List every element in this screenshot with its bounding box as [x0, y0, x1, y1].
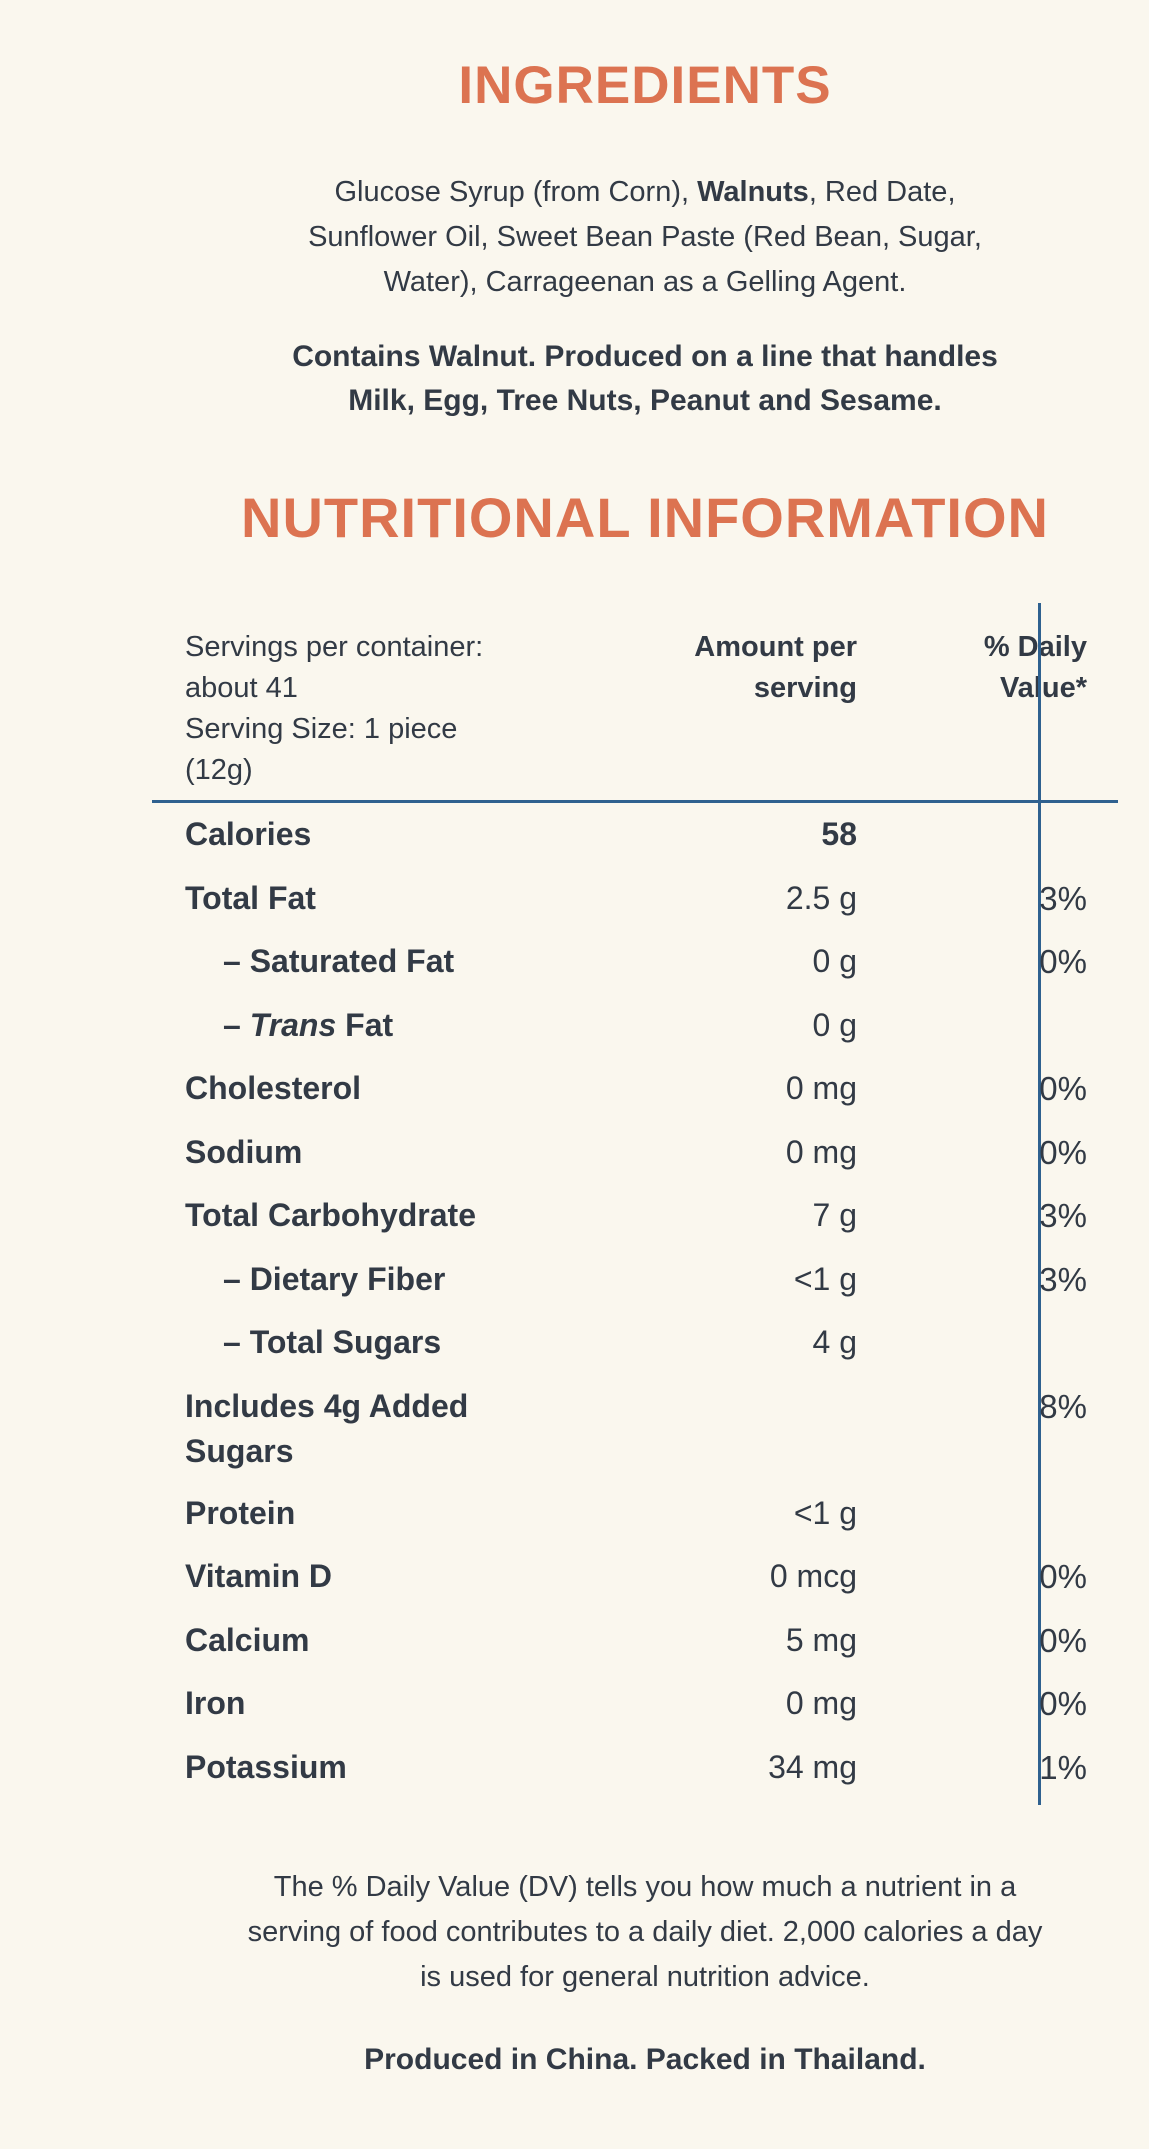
nutrient-row: Total Carbohydrate 7 g 3%	[152, 1184, 1118, 1248]
nutrient-daily-value: 0%	[1039, 1558, 1087, 1595]
table-top-divider	[152, 800, 1118, 803]
nutrient-row: – Trans Fat 0 g	[152, 994, 1118, 1058]
nutrient-label: Protein	[185, 1494, 296, 1531]
nutrient-label: – Trans Fat	[223, 1006, 394, 1043]
nutrient-daily-value: 0%	[1039, 1070, 1087, 1107]
nutrient-amount: <1 g	[793, 1494, 857, 1531]
nutrient-amount: 0 mg	[785, 1133, 857, 1170]
nutrient-daily-value: 1%	[1039, 1748, 1087, 1786]
nutrient-daily-value: 0%	[1039, 1685, 1087, 1722]
nutrient-row: Sodium 0 mg 0%	[152, 1121, 1118, 1185]
nutrient-daily-value: 0%	[1039, 943, 1087, 980]
nutrient-row: Iron 0 mg 0%	[152, 1672, 1118, 1736]
nutrition-table-body: Calories 58 Total Fat 2.5 g 3% – Saturat…	[152, 803, 1118, 1799]
ingredients-title: INGREDIENTS	[458, 56, 832, 115]
nutrient-label: Potassium	[185, 1748, 347, 1785]
nutrition-table: Servings per container: about 41 Serving S…	[152, 0, 1118, 2149]
origin-statement: Produced in China. Packed in Thailand.	[364, 2043, 926, 2076]
nutrient-amount: 5 mg	[785, 1621, 857, 1658]
nutrient-amount: 0 mcg	[769, 1558, 857, 1594]
nutrient-label: Sodium	[185, 1133, 303, 1170]
nutrient-label: – Total Sugars	[223, 1324, 442, 1360]
nutrient-daily-value: 3%	[1039, 879, 1087, 917]
nutrient-row: Calcium 5 mg 0%	[152, 1609, 1118, 1673]
nutrient-amount: 0 g	[812, 943, 857, 979]
amount-per-serving-header: Amount per serving	[694, 631, 857, 704]
nutrient-label: Total Carbohydrate	[185, 1197, 476, 1233]
nutrient-amount: 7 g	[812, 1197, 857, 1233]
nutrient-label: – Dietary Fiber	[223, 1260, 446, 1297]
nutrition-title: NUTRITIONAL INFORMATION	[241, 486, 1049, 549]
daily-value-footnote: The % Daily Value (DV) tells you how muc…	[247, 1871, 1043, 1993]
nutrient-label: Iron	[185, 1685, 246, 1721]
serving-info: Servings per container: about 41 Serving S…	[185, 631, 484, 786]
nutrient-amount: 0 g	[812, 1006, 857, 1043]
nutrient-row: Potassium 34 mg 1%	[152, 1736, 1118, 1800]
nutrient-daily-value: 0%	[1039, 1621, 1087, 1659]
daily-value-header: % Daily Value*	[983, 631, 1087, 704]
nutrient-label: Includes 4g Added Sugars	[185, 1387, 469, 1469]
nutrient-label: Cholesterol	[185, 1070, 362, 1106]
nutrient-row: Vitamin D 0 mcg 0%	[152, 1545, 1118, 1609]
nutrient-row: Total Fat 2.5 g 3%	[152, 867, 1118, 931]
allergen-statement: Contains Walnut. Produced on a line that…	[292, 340, 998, 417]
nutrient-row: – Dietary Fiber <1 g 3%	[152, 1248, 1118, 1312]
table-column-divider	[1038, 603, 1041, 1805]
nutrient-amount: <1 g	[793, 1260, 857, 1297]
ingredients-text: Glucose Syrup (from Corn), Walnuts, Red …	[308, 176, 982, 298]
nutrient-label: – Saturated Fat	[223, 943, 455, 979]
nutrient-row: – Saturated Fat 0 g 0%	[152, 930, 1118, 994]
nutrient-daily-value: 0%	[1039, 1133, 1087, 1171]
nutrient-daily-value: 3%	[1039, 1260, 1087, 1298]
nutrition-table-header: Servings per container: about 41 Serving S…	[152, 627, 1118, 791]
nutrient-daily-value: 8%	[1039, 1387, 1087, 1425]
nutrient-daily-value: 3%	[1039, 1197, 1087, 1234]
nutrient-label: Vitamin D	[185, 1558, 332, 1594]
nutrient-amount: 58	[821, 816, 857, 852]
nutrient-amount: 0 mg	[785, 1685, 857, 1721]
nutrient-label: Calories	[185, 816, 312, 852]
nutrient-row: Protein <1 g	[152, 1482, 1118, 1546]
nutrient-row: Calories 58	[152, 803, 1118, 867]
nutrient-amount: 2.5 g	[785, 879, 857, 916]
nutrient-row: Cholesterol 0 mg 0%	[152, 1057, 1118, 1121]
nutrient-label: Total Fat	[185, 879, 316, 916]
nutrient-label: Calcium	[185, 1621, 310, 1658]
nutrient-row: Includes 4g Added Sugars 8%	[152, 1375, 1118, 1482]
nutrient-amount: 0 mg	[785, 1070, 857, 1106]
nutrient-row: – Total Sugars 4 g	[152, 1311, 1118, 1375]
nutrient-amount: 34 mg	[768, 1748, 857, 1785]
nutrient-amount: 4 g	[812, 1324, 857, 1360]
